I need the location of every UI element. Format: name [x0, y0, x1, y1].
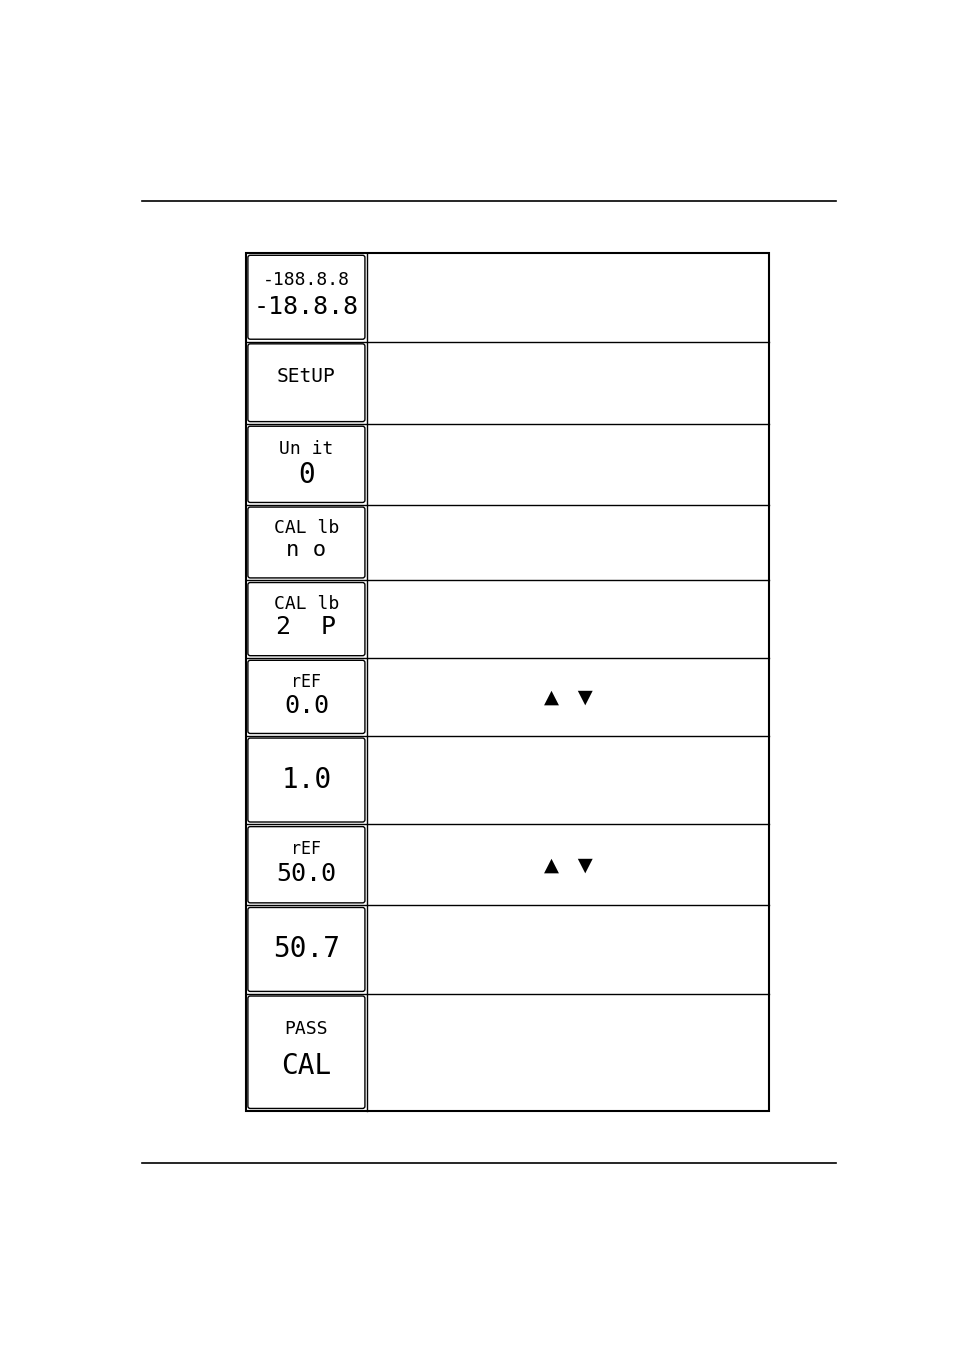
Text: 50.0: 50.0 [276, 862, 336, 886]
Text: Un it: Un it [279, 439, 334, 458]
Text: ▲   ▼: ▲ ▼ [543, 855, 592, 874]
FancyBboxPatch shape [248, 738, 365, 821]
Text: 1.0: 1.0 [281, 766, 332, 794]
Text: SEtUP: SEtUP [276, 367, 335, 386]
FancyBboxPatch shape [248, 255, 365, 339]
Text: 2  P: 2 P [276, 615, 336, 639]
Bar [245, 253, 768, 1111]
Text: CAL: CAL [281, 1052, 332, 1081]
Text: -188.8.8: -188.8.8 [263, 270, 350, 289]
Text: 0.0: 0.0 [284, 694, 329, 717]
FancyBboxPatch shape [248, 827, 365, 902]
Text: rEF: rEF [291, 673, 321, 690]
Text: rEF: rEF [291, 840, 321, 858]
Text: 0: 0 [297, 461, 314, 489]
Text: 50.7: 50.7 [273, 935, 339, 963]
Text: PASS: PASS [284, 1020, 328, 1038]
Text: CAL lb: CAL lb [274, 519, 338, 536]
FancyBboxPatch shape [248, 661, 365, 734]
FancyBboxPatch shape [248, 996, 365, 1108]
FancyBboxPatch shape [248, 426, 365, 503]
FancyBboxPatch shape [248, 345, 365, 422]
Text: ▲   ▼: ▲ ▼ [543, 688, 592, 707]
Text: n o: n o [286, 540, 326, 561]
FancyBboxPatch shape [248, 582, 365, 655]
FancyBboxPatch shape [248, 507, 365, 578]
FancyBboxPatch shape [248, 908, 365, 992]
Text: CAL lb: CAL lb [274, 594, 338, 613]
Text: -18.8.8: -18.8.8 [253, 295, 358, 319]
